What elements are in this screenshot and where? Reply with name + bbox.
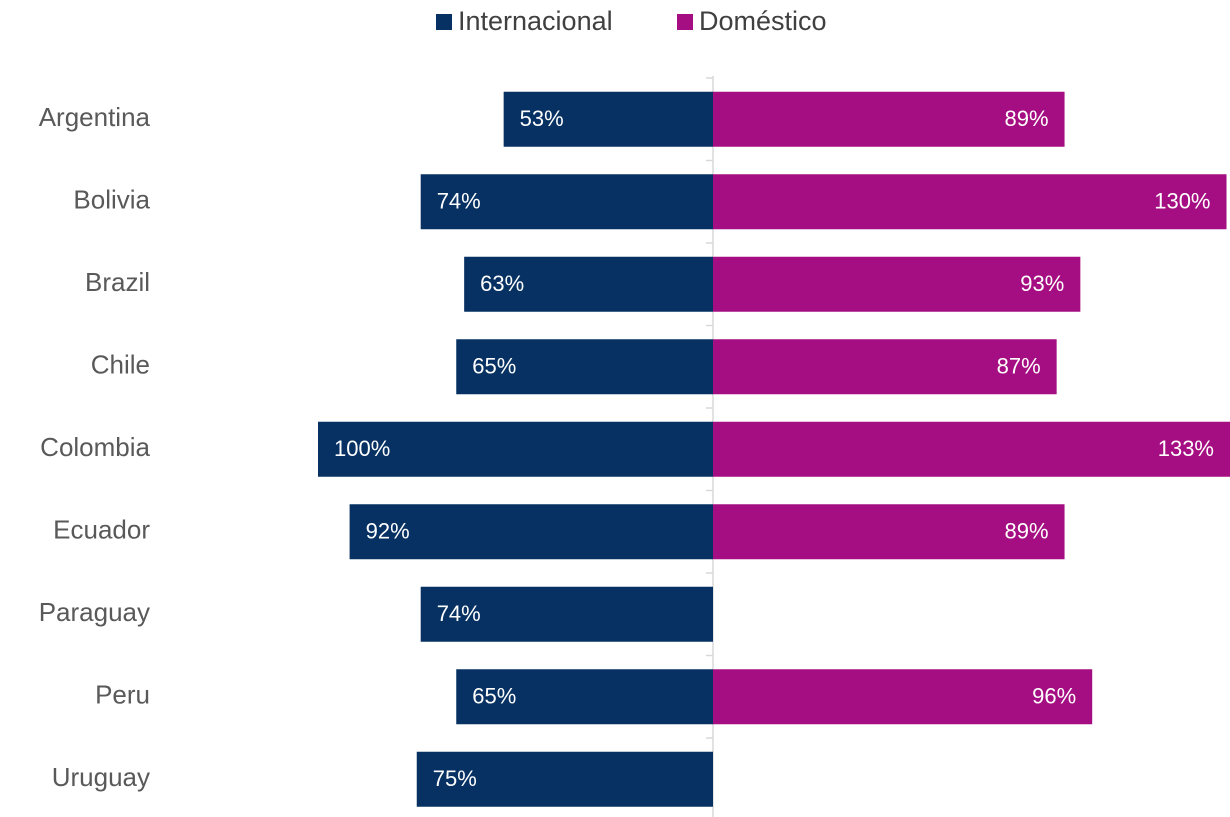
category-label: Paraguay (39, 597, 150, 627)
category-label: Brazil (85, 267, 150, 297)
bar (713, 669, 1093, 725)
data-label: 63% (480, 271, 524, 296)
legend-swatch (436, 14, 452, 30)
data-label: 65% (472, 354, 516, 379)
data-label: 100% (334, 436, 390, 461)
data-label: 96% (1032, 684, 1076, 709)
category-label: Argentina (39, 102, 151, 132)
bar (318, 421, 713, 477)
data-label: 93% (1020, 271, 1064, 296)
legend-label: Internacional (458, 6, 613, 36)
bar (713, 421, 1230, 477)
category-label: Peru (95, 680, 150, 710)
bar (456, 669, 713, 725)
legend-swatch (677, 14, 693, 30)
bar (420, 586, 713, 642)
data-label: 74% (437, 189, 481, 214)
data-label: 65% (472, 684, 516, 709)
bar (420, 174, 713, 230)
bar (713, 256, 1081, 312)
category-label: Bolivia (73, 185, 150, 215)
bar (713, 174, 1227, 230)
data-label: 89% (1005, 519, 1049, 544)
data-label: 53% (520, 106, 564, 131)
data-label: 92% (366, 519, 410, 544)
data-label: 87% (997, 354, 1041, 379)
data-label: 130% (1154, 189, 1210, 214)
bar (456, 339, 713, 395)
bar (464, 256, 713, 312)
category-label: Colombia (40, 432, 150, 462)
data-label: 75% (433, 766, 477, 791)
data-label: 74% (437, 601, 481, 626)
category-label: Chile (91, 350, 150, 380)
bar (713, 504, 1065, 560)
bar (349, 504, 713, 560)
bar (503, 91, 713, 147)
category-label: Ecuador (53, 515, 150, 545)
data-label: 133% (1158, 436, 1214, 461)
bar (416, 751, 713, 807)
bar (713, 339, 1057, 395)
data-label: 89% (1005, 106, 1049, 131)
bar (713, 91, 1065, 147)
legend-label: Doméstico (699, 6, 827, 36)
category-label: Uruguay (52, 762, 150, 792)
